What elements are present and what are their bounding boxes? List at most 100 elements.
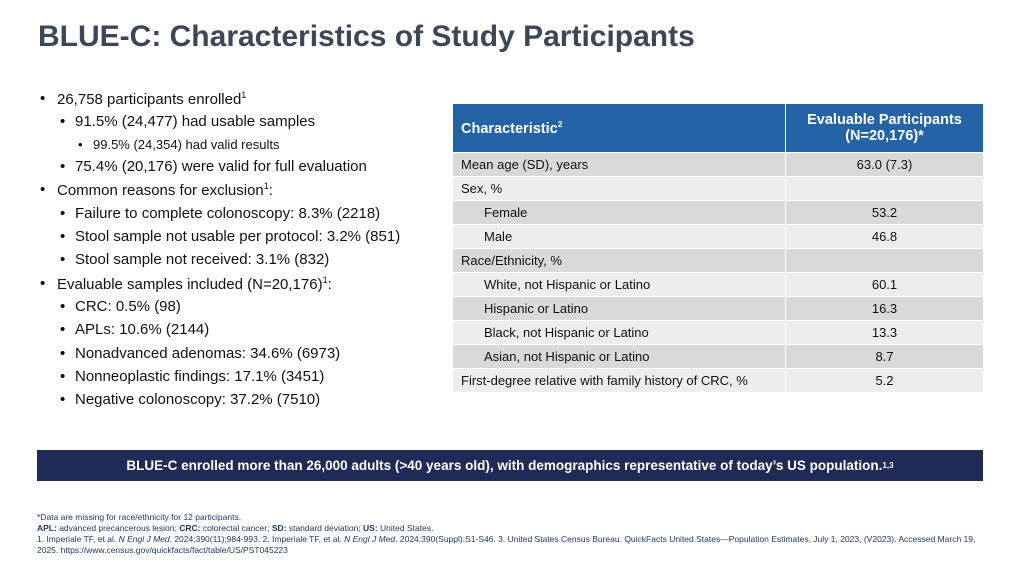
bullet-text: 26,758 participants enrolled [57,91,242,108]
footnote-text: 1. Imperiale TF, et al. [37,534,119,544]
row-value: 13.3 [785,320,984,345]
bullet-dot: • [78,136,83,152]
footnote-text: APL: [37,523,57,533]
footnote-text: *Data are missing for race/ethnicity for… [37,512,242,522]
bullet-item: Stool sample not usable per protocol: 3.… [75,228,400,245]
bullet-text: Stool sample not usable per protocol: 3.… [75,228,401,245]
bullet-item: 75.4% (20,176) were valid for full evalu… [75,158,367,175]
footnote-line: *Data are missing for race/ethnicity for… [37,512,977,523]
bullet-dot: • [40,274,46,292]
banner: BLUE-C enrolled more than 26,000 adults … [37,450,983,481]
bullet-item: Common reasons for exclusion1: [57,181,273,199]
header-cell: Evaluable Participants (N=20,176)* [785,103,984,153]
footnote-text: N Engl J Med [118,534,170,544]
bullet-item: APLs: 10.6% (2144) [75,321,209,338]
bullet-item: Evaluable samples included (N=20,176)1: [57,275,332,293]
row-value: 16.3 [785,296,984,321]
bullet-tail: : [327,275,332,293]
bullet-item: Nonneoplastic findings: 17.1% (3451) [75,368,324,385]
bullet-sup: 1 [322,274,328,285]
table-row: Sex, % [452,176,984,201]
bullet-dot: • [60,367,66,385]
row-label: Male [452,224,786,249]
bullet-item: 91.5% (24,477) had usable samples [75,113,315,130]
row-label: First-degree relative with family histor… [452,368,786,393]
footnote-text: standard deviation; [286,523,364,533]
bullet-text: Negative colonoscopy: 37.2% (7510) [75,391,321,409]
footnote-text: advanced precancerous lesion; [56,523,180,533]
table-row: Female 53.2 [452,200,984,225]
bullet-dot: • [40,181,46,199]
row-value: 53.2 [785,200,984,225]
row-value: 63.0 (7.3) [785,152,984,177]
bullet-text: 99.5% (24,354) had valid results [93,136,280,152]
row-label: Black, not Hispanic or Latino [452,320,786,345]
table-row: White, not Hispanic or Latino 60.1 [452,272,984,297]
bullet-text: Nonneoplastic findings: 17.1% (3451) [75,367,325,385]
bullet-item: Negative colonoscopy: 37.2% (7510) [75,391,320,408]
row-value: 8.7 [785,344,984,369]
bullet-item: Stool sample not received: 3.1% (832) [75,251,329,268]
header-cell: Characteristic2 [452,103,786,153]
footnote-text: US: [363,523,378,533]
row-label: Hispanic or Latino [452,296,786,321]
bullet-text: Failure to complete colonoscopy: 8.3% (2… [75,204,381,222]
header-sup: 2 [557,119,563,130]
bullet-text: Evaluable samples included (N=20,176) [57,275,323,293]
bullet-dot: • [60,344,66,362]
banner-sup: 1,3 [882,461,894,470]
row-label: Mean age (SD), years [452,152,786,177]
row-value [785,248,984,273]
row-label: Female [452,200,786,225]
banner-text: BLUE-C enrolled more than 26,000 adults … [126,458,883,473]
row-value [785,176,984,201]
row-label: White, not Hispanic or Latino [452,272,786,297]
row-value: 60.1 [785,272,984,297]
header-text: Evaluable Participants (N=20,176)* [807,112,962,144]
bullet-dot: • [40,90,46,107]
bullet-text: Nonadvanced adenomas: 34.6% (6973) [75,344,341,362]
row-value: 46.8 [785,224,984,249]
row-label: Race/Ethnicity, % [452,248,786,273]
footnote-text: CRC: [179,523,201,533]
bullet-text: Common reasons for exclusion [57,182,264,200]
bullet-item: 99.5% (24,354) had valid results [93,137,279,152]
bullet-dot: • [60,158,66,176]
table-row: Male 46.8 [452,224,984,249]
bullet-item: Nonadvanced adenomas: 34.6% (6973) [75,345,340,362]
footnote-text: . 2024;390(Suppl):S1-S46. 3. United Stat… [37,534,976,555]
bullet-text: CRC: 0.5% (98) [75,297,181,315]
table-row: Hispanic or Latino 16.3 [452,296,984,321]
bullet-sup: 1 [263,181,269,192]
characteristics-table: Characteristic2 Evaluable Participants (N… [452,103,984,393]
bullet-text: Stool sample not received: 3.1% (832) [75,251,330,269]
table-row: Race/Ethnicity, % [452,248,984,273]
bullet-dot: • [60,251,66,269]
row-label: Sex, % [452,176,786,201]
footnote-text: colorectal cancer; [200,523,272,533]
bullet-dot: • [60,391,66,409]
table-row: First-degree relative with family histor… [452,368,984,393]
bullet-dot: • [60,321,66,339]
footnote-text: . 2024;390(11):984-993. 2. Imperiale TF,… [169,534,345,544]
footnotes: *Data are missing for race/ethnicity for… [37,512,977,556]
footnote-text: SD: [271,523,287,533]
bullet-item: Failure to complete colonoscopy: 8.3% (2… [75,205,380,222]
table-row: Asian, not Hispanic or Latino 8.7 [452,344,984,369]
bullet-dot: • [60,113,66,131]
row-value: 5.2 [785,368,984,393]
title: BLUE-C: Characteristics of Study Partici… [38,20,695,53]
table-row: Mean age (SD), years 63.0 (7.3) [452,152,984,177]
bullet-text: 75.4% (20,176) were valid for full evalu… [75,158,367,176]
footnote-line: APL: advanced precancerous lesion; CRC: … [37,523,977,534]
footnote-text: N Engl J Med [344,534,396,544]
bullet-item: 26,758 participants enrolled1 [57,90,246,108]
header-text: Characteristic [461,120,558,137]
table-row: Black, not Hispanic or Latino 13.3 [452,320,984,345]
bullet-dot: • [60,228,66,245]
footnote-text: United States. [377,523,434,533]
bullet-sup: 1 [241,90,247,100]
header-row: Characteristic2 Evaluable Participants (N… [452,103,984,153]
row-label: Asian, not Hispanic or Latino [452,344,786,369]
